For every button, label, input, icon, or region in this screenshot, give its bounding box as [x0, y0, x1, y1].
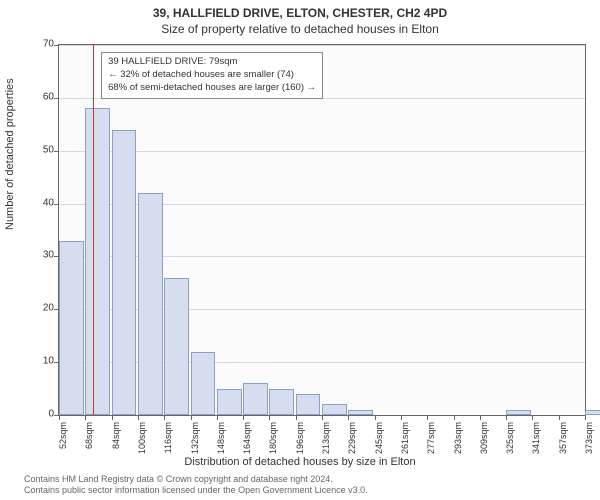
- y-tick: [54, 204, 59, 205]
- x-tick: [375, 415, 376, 420]
- x-tick-label: 341sqm: [531, 422, 541, 462]
- y-tick: [54, 98, 59, 99]
- annotation-box: 39 HALLFIELD DRIVE: 79sqm← 32% of detach…: [101, 52, 323, 98]
- x-tick-label: 52sqm: [58, 422, 68, 462]
- histogram-bar: [191, 352, 216, 415]
- x-tick-label: 277sqm: [426, 422, 436, 462]
- x-tick: [85, 415, 86, 420]
- x-tick: [480, 415, 481, 420]
- annotation-line: ← 32% of detached houses are smaller (74…: [108, 69, 316, 82]
- x-tick-label: 84sqm: [111, 422, 121, 462]
- x-tick: [348, 415, 349, 420]
- x-tick-label: 196sqm: [295, 422, 305, 462]
- y-tick-label: 70: [43, 39, 54, 50]
- histogram-bar: [506, 410, 531, 415]
- y-tick-label: 30: [43, 250, 54, 261]
- x-tick-label: 132sqm: [190, 422, 200, 462]
- grid-line: [59, 151, 585, 152]
- x-tick-label: 229sqm: [347, 422, 357, 462]
- x-tick-label: 180sqm: [268, 422, 278, 462]
- x-tick-label: 116sqm: [163, 422, 173, 462]
- histogram-bar: [138, 193, 163, 415]
- histogram-bar: [243, 383, 268, 415]
- histogram-bar: [269, 389, 294, 415]
- grid-line: [59, 45, 585, 46]
- footer-line-2: Contains public sector information licen…: [24, 485, 368, 496]
- x-tick-label: 68sqm: [84, 422, 94, 462]
- histogram-bar: [85, 108, 110, 415]
- footer-line-1: Contains HM Land Registry data © Crown c…: [24, 474, 368, 485]
- x-tick: [164, 415, 165, 420]
- y-tick-label: 20: [43, 303, 54, 314]
- x-tick-label: 148sqm: [216, 422, 226, 462]
- y-tick: [54, 45, 59, 46]
- y-tick: [54, 151, 59, 152]
- x-tick-label: 245sqm: [374, 422, 384, 462]
- x-tick: [191, 415, 192, 420]
- x-tick-label: 373sqm: [584, 422, 594, 462]
- y-axis-label: Number of detached properties: [4, 78, 16, 230]
- x-tick: [243, 415, 244, 420]
- x-tick-label: 213sqm: [321, 422, 331, 462]
- x-tick-label: 309sqm: [479, 422, 489, 462]
- x-tick-label: 293sqm: [453, 422, 463, 462]
- y-tick-label: 50: [43, 144, 54, 155]
- reference-marker-line: [93, 45, 94, 415]
- histogram-bar: [585, 410, 600, 415]
- x-tick: [427, 415, 428, 420]
- histogram-bar: [348, 410, 373, 415]
- chart-title-sub: Size of property relative to detached ho…: [0, 20, 600, 36]
- x-tick: [217, 415, 218, 420]
- histogram-bar: [59, 241, 84, 415]
- histogram-bar: [164, 278, 189, 415]
- histogram-bar: [296, 394, 321, 415]
- footer-attribution: Contains HM Land Registry data © Crown c…: [24, 474, 368, 497]
- x-tick: [296, 415, 297, 420]
- y-tick-label: 60: [43, 91, 54, 102]
- x-tick-label: 100sqm: [137, 422, 147, 462]
- x-tick-label: 325sqm: [505, 422, 515, 462]
- x-tick: [532, 415, 533, 420]
- annotation-line: 39 HALLFIELD DRIVE: 79sqm: [108, 56, 316, 69]
- x-tick: [401, 415, 402, 420]
- x-tick: [59, 415, 60, 420]
- histogram-chart: 39 HALLFIELD DRIVE: 79sqm← 32% of detach…: [58, 44, 586, 416]
- y-tick-label: 0: [48, 409, 54, 420]
- x-tick: [269, 415, 270, 420]
- x-tick: [585, 415, 586, 420]
- x-tick-label: 357sqm: [558, 422, 568, 462]
- y-tick-label: 40: [43, 197, 54, 208]
- x-tick: [112, 415, 113, 420]
- x-tick: [138, 415, 139, 420]
- x-tick: [559, 415, 560, 420]
- annotation-line: 68% of semi-detached houses are larger (…: [108, 82, 316, 95]
- histogram-bar: [322, 404, 347, 415]
- x-tick: [506, 415, 507, 420]
- histogram-bar: [112, 130, 137, 415]
- x-tick: [454, 415, 455, 420]
- chart-title-main: 39, HALLFIELD DRIVE, ELTON, CHESTER, CH2…: [0, 0, 600, 20]
- x-tick-label: 261sqm: [400, 422, 410, 462]
- histogram-bar: [217, 389, 242, 415]
- y-tick-label: 10: [43, 356, 54, 367]
- x-tick: [322, 415, 323, 420]
- x-tick-label: 164sqm: [242, 422, 252, 462]
